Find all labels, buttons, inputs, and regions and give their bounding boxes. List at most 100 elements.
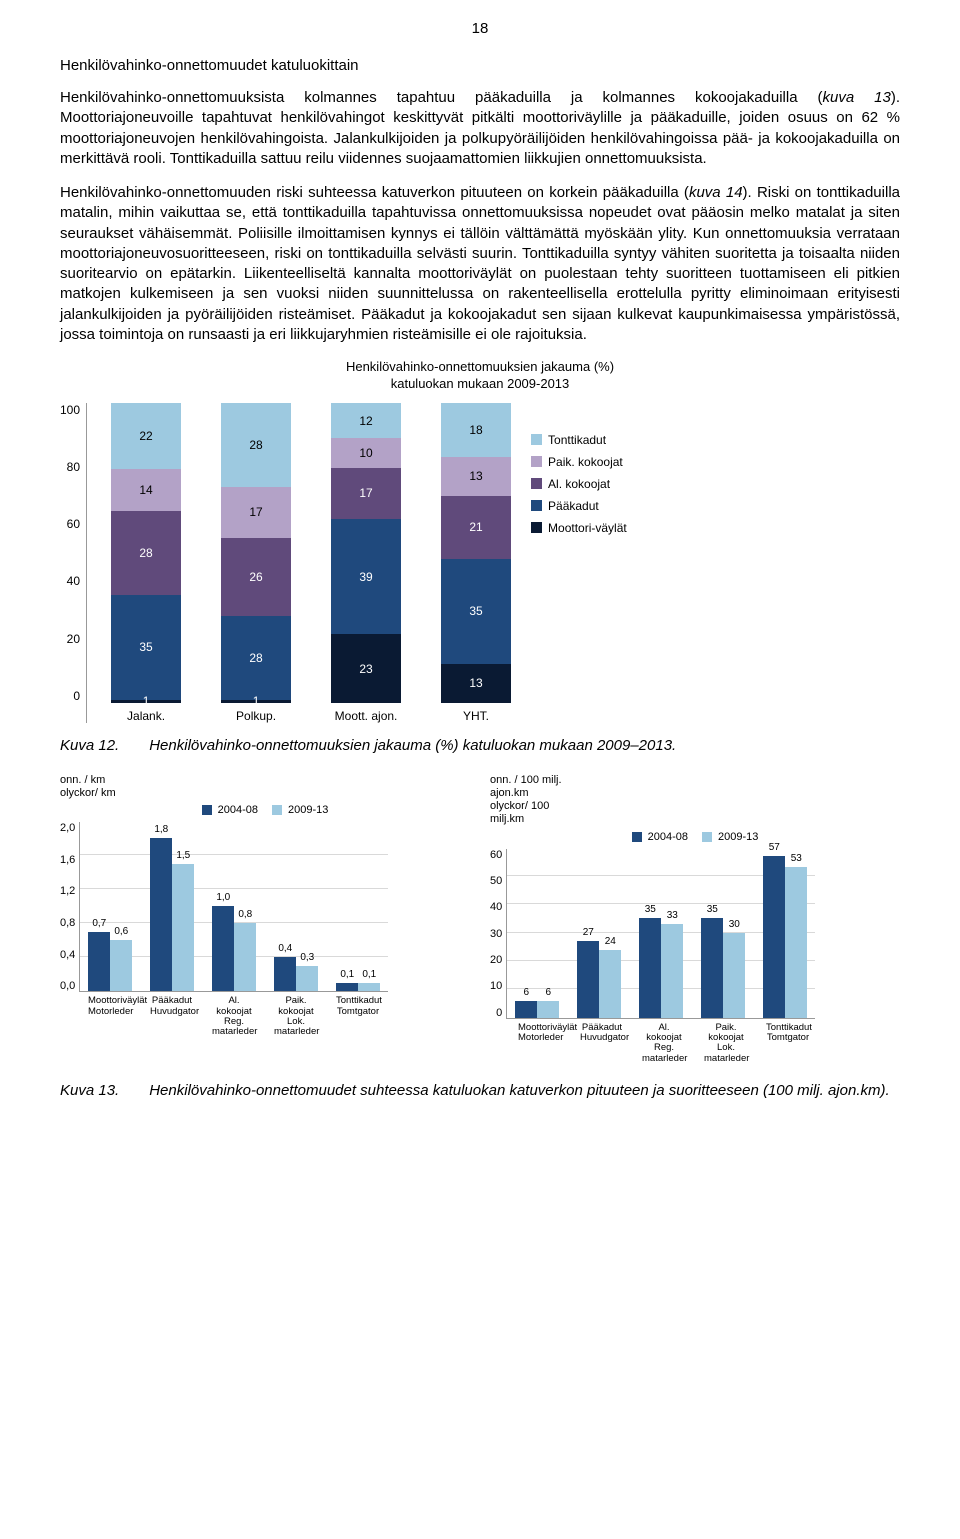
small-legend: 2004-082009-13 [490,831,900,843]
stack-column: 135281422Jalank. [111,403,181,723]
bar-group: 0,70,6 [88,932,132,992]
p2-text-b: ). Riski on tonttikaduilla matalin, mihi… [60,184,900,343]
bar-value-label: 30 [729,919,740,930]
stack-segment-tontti: 22 [111,403,181,469]
legend-swatch [531,456,542,467]
stack-segment-al: 17 [331,468,401,519]
y-tick: 1,6 [60,854,75,866]
figure-12-caption: Kuva 12. Henkilövahinko-onnettomuuksien … [60,737,900,754]
small-legend-item: 2009-13 [272,804,328,816]
grouped-right-chart: onn. / 100 milj.ajon.kmolyckor/ 100milj.… [490,774,900,1065]
bar-group: 3530 [701,918,745,1017]
category-label: PääkadutHuvudgator [580,1023,624,1065]
grid-line [80,888,388,889]
stack-category-label: Jalank. [127,709,165,723]
bar-group: 0,40,3 [274,957,318,991]
small-legend-label: 2004-08 [648,831,688,843]
figure-13-caption: Kuva 13. Henkilövahinko-onnettomuudet su… [60,1082,900,1099]
legend-label: Paik. kokoojat [548,455,623,469]
small-legend-item: 2004-08 [202,804,258,816]
grouped-bars: 0,70,61,81,51,00,80,40,30,10,1 [79,822,388,992]
small-legend-label: 2009-13 [288,804,328,816]
stack: 2339171012 [331,403,401,703]
grouped-bar: 53 [785,867,807,1017]
category-label: MoottoriväylätMotorleder [518,1023,562,1065]
bar-value-label: 0,4 [278,943,292,954]
stack-segment-paa: 28 [221,616,291,700]
legend-swatch [531,522,542,533]
p2-kuva14: kuva 14 [689,184,743,201]
section-title: Henkilövahinko-onnettomuudet katuluokitt… [60,57,900,74]
stacked-chart-block: Henkilövahinko-onnettomuuksien jakauma (… [60,359,900,723]
stack-segment-al: 26 [221,538,291,616]
small-chart-y-title: onn. / kmolyckor/ km [60,774,470,800]
bar-value-label: 1,0 [216,892,230,903]
p2-text-a: Henkilövahinko-onnettomuuden riski suhte… [60,184,689,201]
grouped-bars: 662724353335305753 [506,849,815,1019]
grouped-bar: 30 [723,933,745,1018]
stack-segment-paa: 39 [331,519,401,635]
grouped-bars-wrap: 6050403020100662724353335305753 [490,849,900,1019]
legend-label: Al. kokoojat [548,477,610,491]
bar-value-label: 0,7 [92,918,106,929]
y-tick: 10 [490,980,502,992]
category-label: MoottoriväylätMotorleder [88,996,132,1038]
grouped-bar: 35 [701,918,723,1017]
bar-group: 2724 [577,941,621,1018]
legend-swatch [531,478,542,489]
y-tick: 0,0 [60,980,75,992]
bar-value-label: 1,5 [176,850,190,861]
y-tick: 0,4 [60,949,75,961]
bar-value-label: 0,3 [300,952,314,963]
grid-line [80,854,388,855]
small-legend-swatch [632,832,642,842]
grouped-bar: 1,8 [150,838,172,991]
stack-segment-moot: 13 [441,664,511,703]
stack-segment-al: 28 [111,511,181,595]
grouped-bar: 0,6 [110,940,132,991]
bar-value-label: 53 [791,853,802,864]
y-tick: 2,0 [60,822,75,834]
legend-label: Pääkadut [548,499,599,513]
fig13-text: Henkilövahinko-onnettomuudet suhteessa k… [149,1082,889,1099]
grouped-bars-wrap: 2,01,61,20,80,40,00,70,61,81,51,00,80,40… [60,822,470,992]
y-tick: 40 [67,574,80,588]
small-chart-y-title: onn. / 100 milj.ajon.kmolyckor/ 100milj.… [490,774,900,827]
category-label: Paik. kokoojatLok. matarleder [274,996,318,1038]
grouped-left-chart: onn. / kmolyckor/ km 2004-08 2009-13 2,0 1,6… [60,774,470,1065]
bar-value-label: 0,1 [362,969,376,980]
bar-group: 5753 [763,856,807,1018]
small-y-axis: 6050403020100 [490,849,506,1019]
small-legend: 2004-08 2009-13 [60,804,470,816]
stacked-legend: TonttikadutPaik. kokoojatAl. kokoojatPää… [531,433,627,535]
stack-segment-al: 21 [441,496,511,559]
y-tick: 60 [67,517,80,531]
grouped-bar: 0,7 [88,932,110,992]
bar-group: 1,8 1,5 [150,838,194,991]
paragraph-2: Henkilövahinko-onnettomuuden riski suhte… [60,183,900,345]
y-tick: 60 [490,849,502,861]
bar-group: 1,00,8 [212,906,256,991]
stack-segment-paa: 35 [111,595,181,700]
stack-column: 128261728Polkup. [221,403,291,723]
fig12-label: Kuva 12. [60,737,119,754]
fig12-text: Henkilövahinko-onnettomuuksien jakauma (… [149,737,676,754]
legend-item: Paik. kokoojat [531,455,627,469]
y-tick: 0 [496,1007,502,1019]
grouped-bar: 0,8 [234,923,256,991]
y-tick: 50 [490,875,502,887]
grouped-bar: 33 [661,924,683,1018]
grouped-bar: 0,1 [358,983,380,992]
y-tick: 100 [60,403,80,417]
legend-item: Pääkadut [531,499,627,513]
stack-segment-moot: 1 [221,700,291,703]
fig13-label: Kuva 13. [60,1082,119,1099]
grouped-bar: 0,4 [274,957,296,991]
p1-kuva13: kuva 13 [823,89,891,106]
category-label: Al. kokoojatReg. matarleder [212,996,256,1038]
small-legend-swatch [702,832,712,842]
small-legend-item: 2004-08 [632,831,688,843]
stack-segment-paa: 35 [441,559,511,664]
grouped-bar: 6 [537,1001,559,1018]
bar-value-label: 57 [769,842,780,853]
